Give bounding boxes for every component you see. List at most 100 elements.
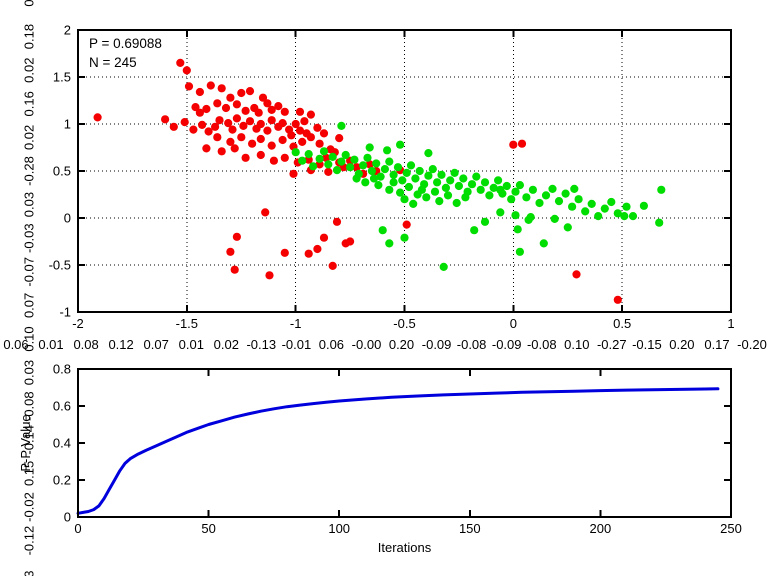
scatter-plot-xtick-label: 0 bbox=[510, 316, 517, 331]
scatter-point bbox=[441, 183, 450, 192]
scatter-point bbox=[428, 165, 437, 174]
scatter-point bbox=[217, 147, 226, 156]
scatter-point bbox=[581, 207, 590, 216]
scatter-point bbox=[161, 115, 170, 124]
scatter-plot-xtick-label: -0.5 bbox=[393, 316, 415, 331]
scatter-point bbox=[241, 106, 250, 115]
scatter-point bbox=[232, 100, 241, 109]
scatter-point bbox=[513, 225, 522, 234]
scatter-point bbox=[411, 174, 420, 183]
scatter-point bbox=[352, 163, 361, 172]
scatter-point bbox=[267, 116, 276, 125]
scatter-point bbox=[182, 66, 191, 75]
p-value-text: P = 0.69088 bbox=[89, 36, 162, 51]
scatter-point bbox=[304, 249, 313, 258]
scatter-point bbox=[568, 202, 577, 211]
scatter-point bbox=[639, 201, 649, 210]
scatter-point bbox=[319, 233, 329, 242]
edge-number-vertical: 0.07 bbox=[21, 293, 36, 318]
scatter-point bbox=[313, 244, 322, 254]
scatter-point bbox=[213, 99, 222, 108]
scatter-point bbox=[191, 103, 200, 112]
scatter-point bbox=[430, 187, 440, 196]
edge-number-horizontal: -0.09 bbox=[422, 337, 452, 352]
scatter-point bbox=[572, 270, 581, 279]
edge-number-vertical: 0.15 bbox=[21, 461, 36, 486]
scatter-point bbox=[232, 232, 241, 241]
scatter-point bbox=[507, 195, 516, 204]
scatter-point bbox=[315, 139, 324, 148]
scatter-point bbox=[437, 170, 446, 179]
scatter-point bbox=[254, 108, 263, 117]
scatter-point bbox=[439, 262, 448, 271]
scatter-point bbox=[511, 211, 520, 220]
scatter-point bbox=[315, 154, 324, 163]
scatter-point bbox=[363, 153, 372, 162]
edge-number-horizontal: 0.20 bbox=[669, 337, 694, 352]
scatter-point bbox=[302, 129, 311, 138]
edge-number-horizontal: 0.12 bbox=[108, 337, 133, 352]
scatter-point bbox=[256, 119, 265, 129]
scatter-point bbox=[522, 193, 531, 202]
scatter-point bbox=[517, 139, 527, 148]
series-green-points bbox=[291, 121, 666, 271]
edge-number-horizontal: 0.07 bbox=[144, 337, 169, 352]
line-plot-ytick-label: 0.4 bbox=[53, 436, 71, 451]
scatter-point bbox=[328, 261, 337, 270]
scatter-point bbox=[176, 58, 185, 67]
scatter-point bbox=[561, 189, 570, 198]
scatter-point bbox=[385, 157, 394, 166]
edge-number-vertical: 3 bbox=[21, 571, 36, 576]
scatter-point bbox=[245, 117, 255, 126]
scatter-point bbox=[587, 199, 596, 208]
scatter-point bbox=[511, 187, 520, 196]
scatter-point bbox=[376, 172, 385, 181]
scatter-point bbox=[655, 218, 664, 227]
scatter-plot-xtick-label: 0.5 bbox=[613, 316, 631, 331]
scatter-point bbox=[528, 185, 538, 194]
scatter-point bbox=[396, 188, 405, 197]
scatter-point bbox=[406, 161, 416, 170]
scatter-point bbox=[341, 150, 350, 160]
scatter-point bbox=[335, 134, 344, 143]
scatter-point bbox=[328, 152, 337, 161]
scatter-point bbox=[184, 82, 194, 91]
scatter-point bbox=[295, 126, 305, 135]
scatter-point bbox=[213, 133, 222, 142]
scatter-point bbox=[298, 156, 307, 165]
scatter-point bbox=[332, 217, 342, 226]
scatter-plot-ytick-label: -1 bbox=[59, 305, 71, 320]
edge-number-horizontal: 0.01 bbox=[38, 337, 63, 352]
scatter-point bbox=[337, 121, 346, 130]
scatter-point bbox=[402, 220, 411, 229]
scatter-point bbox=[280, 248, 289, 257]
scatter-point bbox=[613, 209, 622, 218]
scatter-point bbox=[385, 185, 394, 194]
scatter-point bbox=[509, 140, 518, 149]
scatter-point bbox=[480, 217, 490, 226]
scatter-point bbox=[613, 295, 622, 304]
scatter-point bbox=[241, 153, 250, 162]
edge-number-horizontal: -0.13 bbox=[246, 337, 276, 352]
scatter-point bbox=[480, 178, 490, 187]
edge-number-vertical: -0.14 bbox=[21, 425, 36, 455]
scatter-point bbox=[424, 171, 433, 180]
scatter-point bbox=[472, 172, 481, 181]
scatter-point bbox=[524, 215, 533, 224]
scatter-point bbox=[245, 87, 255, 96]
edge-number-vertical: 0.03 bbox=[21, 192, 36, 217]
scatter-point bbox=[389, 170, 398, 179]
edge-number-vertical: -0.28 bbox=[21, 156, 36, 186]
scatter-point bbox=[198, 120, 207, 129]
scatter-point bbox=[476, 185, 485, 194]
scatter-point bbox=[496, 185, 505, 194]
scatter-point bbox=[322, 153, 331, 162]
scatter-point bbox=[263, 99, 272, 108]
edge-number-vertical: 0.18 bbox=[21, 24, 36, 49]
edge-number-vertical: -0.08 bbox=[21, 391, 36, 421]
scatter-point bbox=[443, 191, 453, 200]
edge-number-horizontal: 0.20 bbox=[389, 337, 414, 352]
scatter-point bbox=[554, 197, 564, 206]
scatter-point bbox=[230, 265, 239, 274]
